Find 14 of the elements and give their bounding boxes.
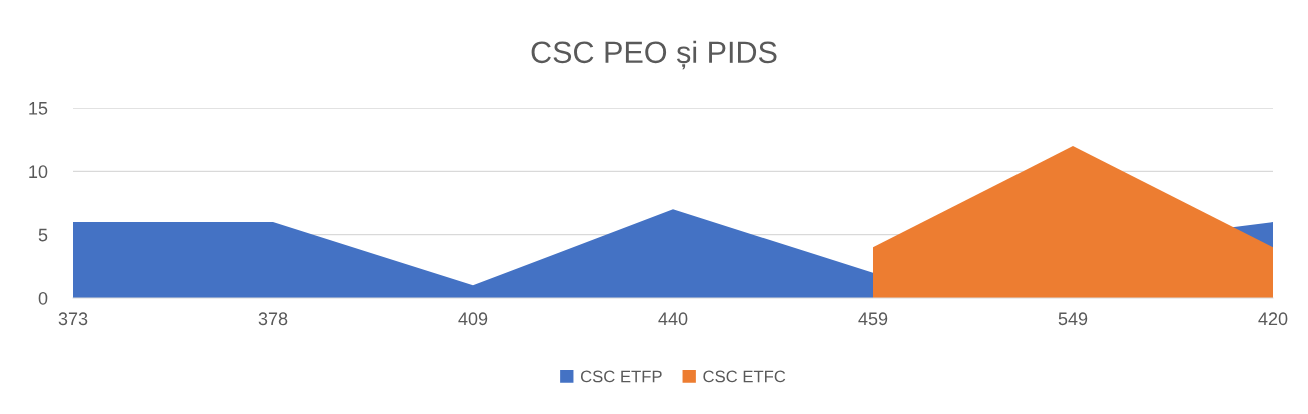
legend-label: CSC ETFP bbox=[580, 370, 662, 383]
x-tick-label: 420 bbox=[1258, 312, 1288, 326]
y-tick-label: 5 bbox=[38, 228, 48, 242]
legend-label: CSC ETFC bbox=[703, 370, 786, 383]
y-tick-label: 10 bbox=[29, 165, 48, 179]
x-tick-label: 409 bbox=[458, 312, 488, 326]
x-tick-label: 378 bbox=[258, 312, 288, 326]
y-tick-label: 15 bbox=[29, 102, 48, 115]
x-tick-label: 459 bbox=[858, 312, 888, 326]
x-tick-label: 440 bbox=[658, 312, 688, 326]
chart-title: CSC PEO și PIDS bbox=[531, 40, 777, 70]
y-tick-label: 0 bbox=[38, 291, 48, 305]
x-tick-label: 549 bbox=[1058, 312, 1088, 326]
x-tick-label: 373 bbox=[58, 312, 88, 326]
